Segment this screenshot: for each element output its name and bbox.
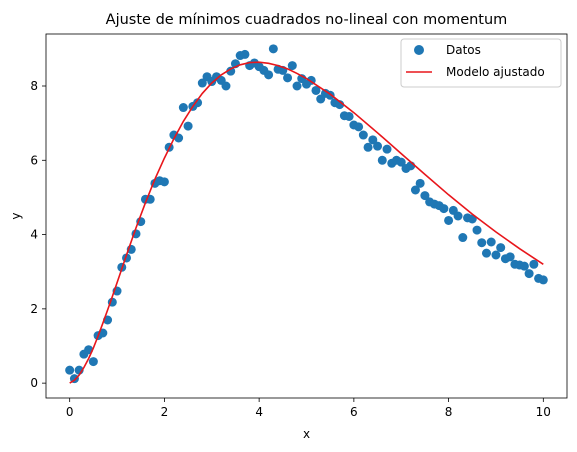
- plot-frame: [45, 33, 568, 399]
- data-point: [287, 61, 297, 71]
- data-point: [519, 261, 529, 271]
- y-axis-ticks: 0 2 4 6 8: [30, 79, 46, 390]
- data-point: [221, 81, 231, 91]
- data-point: [529, 259, 539, 269]
- data-point: [335, 100, 345, 110]
- x-axis-label: x: [303, 427, 310, 441]
- data-point: [240, 49, 250, 59]
- y-axis-label: y: [9, 212, 23, 219]
- data-point: [439, 204, 449, 214]
- data-point: [368, 135, 378, 145]
- x-tick-label: 6: [350, 405, 358, 419]
- data-point: [524, 269, 534, 279]
- data-point: [193, 98, 203, 108]
- data-point: [159, 177, 169, 187]
- data-point: [481, 248, 491, 258]
- x-tick-label: 0: [66, 405, 74, 419]
- data-point: [415, 178, 425, 188]
- y-tick-label: 6: [30, 153, 38, 167]
- chart-title: Ajuste de mínimos cuadrados no-lineal co…: [106, 12, 508, 28]
- data-point: [472, 225, 482, 235]
- data-point: [292, 81, 302, 91]
- data-point: [65, 365, 75, 375]
- data-point: [377, 155, 387, 165]
- y-tick-label: 0: [30, 376, 38, 390]
- data-point: [477, 238, 487, 248]
- data-point: [486, 237, 496, 247]
- legend: Datos Modelo ajustado: [400, 38, 562, 88]
- data-point: [491, 250, 501, 260]
- data-point: [420, 191, 430, 201]
- data-point: [363, 142, 373, 152]
- data-point: [358, 130, 368, 140]
- data-point: [268, 44, 278, 54]
- data-point: [283, 73, 293, 83]
- data-point: [88, 357, 98, 367]
- data-point: [444, 215, 454, 225]
- data-point: [453, 211, 463, 221]
- x-tick-label: 8: [445, 405, 453, 419]
- y-tick-label: 2: [30, 302, 38, 316]
- data-point: [311, 85, 321, 95]
- data-point: [505, 252, 515, 262]
- y-tick-label: 4: [30, 228, 38, 242]
- data-point: [396, 157, 406, 167]
- data-point: [354, 122, 364, 132]
- data-point: [538, 275, 548, 285]
- data-point: [178, 103, 188, 113]
- legend-label-datos: Datos: [446, 43, 481, 57]
- x-tick-label: 2: [161, 405, 169, 419]
- data-point: [183, 121, 193, 131]
- data-point: [344, 111, 354, 121]
- fitted-model-line: [69, 61, 544, 384]
- legend-box: [400, 38, 562, 88]
- legend-marker-datos: [414, 45, 424, 55]
- data-point: [410, 185, 420, 195]
- plot-series: [65, 44, 548, 384]
- data-point: [373, 141, 383, 151]
- x-tick-label: 4: [255, 405, 263, 419]
- x-axis-ticks: 0 2 4 6 8 10: [66, 398, 551, 419]
- data-point: [226, 66, 236, 76]
- data-point: [496, 243, 506, 253]
- data-point: [458, 233, 468, 243]
- legend-label-modelo-ajustado: Modelo ajustado: [446, 65, 545, 79]
- y-tick-label: 8: [30, 79, 38, 93]
- data-point: [382, 144, 392, 154]
- data-point: [264, 70, 274, 80]
- data-point: [197, 78, 207, 88]
- x-tick-label: 10: [536, 405, 551, 419]
